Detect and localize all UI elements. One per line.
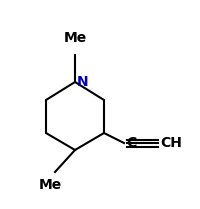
- Text: Me: Me: [38, 178, 61, 192]
- Text: CH: CH: [159, 136, 181, 150]
- Text: Me: Me: [63, 31, 86, 45]
- Text: C: C: [125, 136, 136, 150]
- Text: N: N: [77, 75, 88, 89]
